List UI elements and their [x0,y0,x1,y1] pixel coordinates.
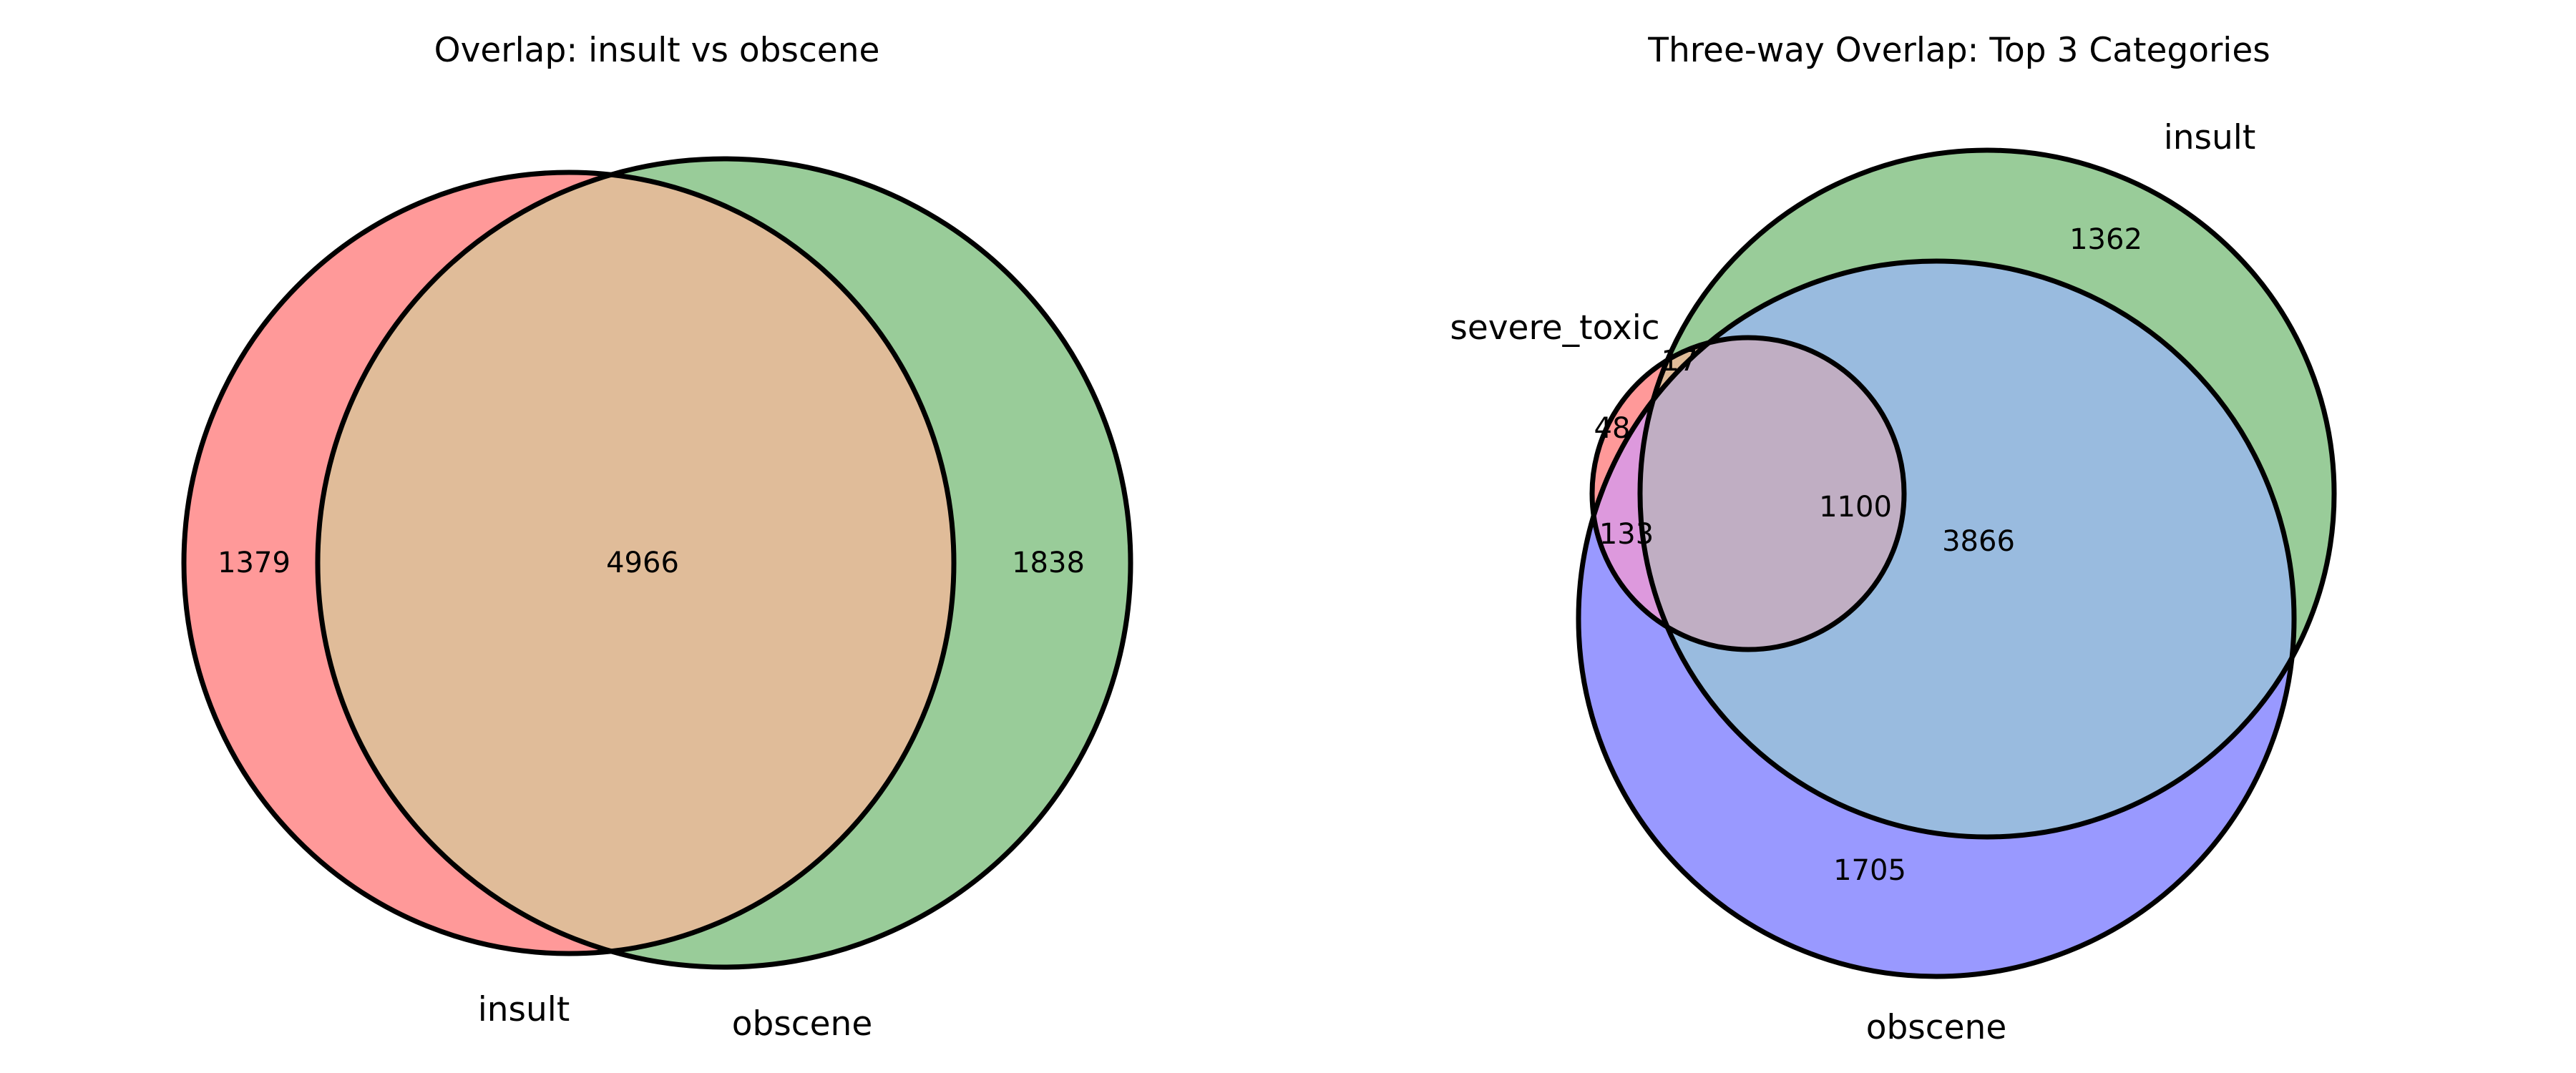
insult-set-label: insult [2164,118,2256,157]
insult-obscene-count: 3866 [1942,525,2015,558]
venn2-title: Overlap: insult vs obscene [434,31,880,70]
insult-only-count: 1379 [218,547,291,579]
obscene-circle-outline [1576,258,2297,979]
venn3-title: Three-way Overlap: Top 3 Categories [1647,31,2270,70]
severe-toxic-only-count: 48 [1594,412,1631,445]
insult-only-count: 1362 [2069,223,2142,256]
all-three-count: 1100 [1819,491,1892,524]
obscene-circle-outline [315,156,1133,970]
severe-toxic-set-label: severe_toxic [1450,308,1659,348]
insult-set-label: insult [478,990,570,1029]
insult-circle-outline [181,170,957,956]
obscene-set-label: obscene [1866,1008,2007,1047]
venn2-panel: Overlap: insult vs obscene 1379 4966 183… [181,31,1133,1044]
severe-toxic-insult-count: 17 [1662,345,1698,378]
overlap-count: 4966 [606,547,679,579]
insult-circle-outline [1637,147,2337,840]
obscene-set-label: obscene [732,1004,873,1044]
obscene-only-count: 1838 [1012,547,1085,579]
severe-toxic-circle-outline [1589,335,1907,652]
all-three-overlap-fill [1640,338,1904,650]
severe-toxic-obscene-count: 133 [1599,518,1654,551]
venn3-panel: Three-way Overlap: Top 3 Categories 1362… [1450,31,2337,1047]
obscene-only-count: 1705 [1833,854,1906,887]
